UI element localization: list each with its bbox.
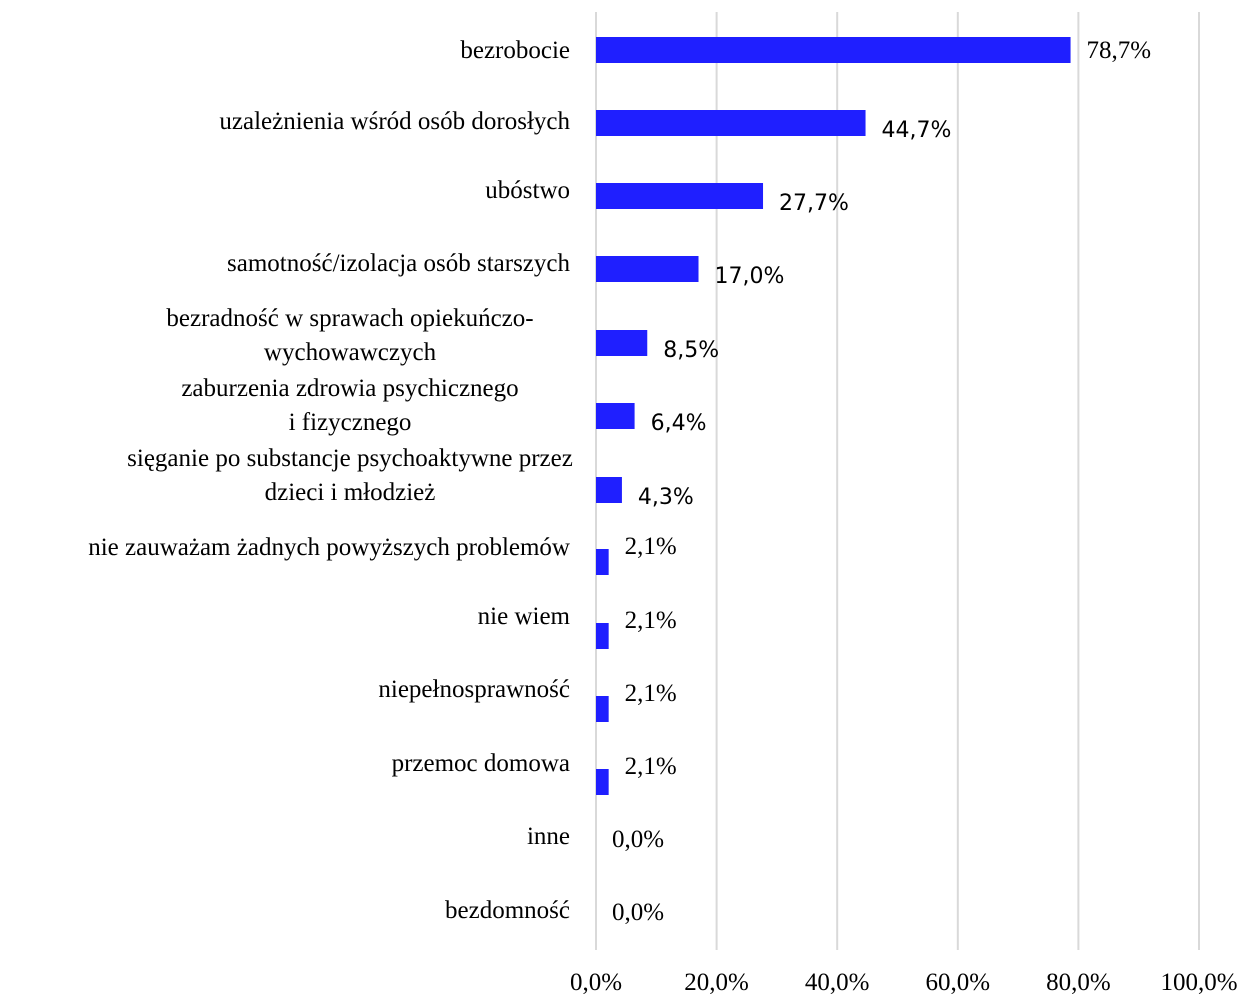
x-tick-label: 60,0% <box>926 969 991 996</box>
x-axis-tick-labels: 0,0% 20,0% 40,0% 60,0% 80,0% 100,0% <box>570 969 1238 996</box>
data-label: 44,7% <box>882 118 952 143</box>
bar <box>596 110 866 136</box>
data-label: 2,1% <box>625 533 677 560</box>
data-label: 17,0% <box>715 264 785 289</box>
category-label: sięganie po substancje psychoaktywne prz… <box>127 445 573 472</box>
data-label: 2,1% <box>625 680 677 707</box>
category-label: i fizycznego <box>289 409 412 436</box>
category-label: nie wiem <box>478 603 571 630</box>
bar <box>596 549 609 575</box>
category-label: wychowawczych <box>264 339 437 366</box>
data-label: 78,7% <box>1087 37 1152 64</box>
category-label: niepełnosprawność <box>378 676 570 703</box>
category-label: dzieci i młodzież <box>265 479 436 506</box>
category-labels: bezrobocie uzależnienia wśród osób dorosł… <box>88 37 573 924</box>
data-label: 8,5% <box>663 338 719 363</box>
category-label: ubóstwo <box>485 177 570 204</box>
x-tick-label: 80,0% <box>1046 969 1111 996</box>
data-label: 2,1% <box>625 607 677 634</box>
category-label: uzależnienia wśród osób dorosłych <box>219 108 570 135</box>
data-label: 0,0% <box>612 899 664 926</box>
data-label: 27,7% <box>779 191 849 216</box>
bar <box>596 403 635 429</box>
bar <box>596 769 609 795</box>
bar <box>596 183 764 209</box>
bar <box>596 623 609 649</box>
bar <box>596 477 622 503</box>
x-tick-label: 0,0% <box>570 969 622 996</box>
bar <box>596 330 648 356</box>
data-label: 4,3% <box>638 485 694 510</box>
data-labels: 78,7% 44,7% 27,7% 17,0% 8,5% 6,4% 4,3% 2,1% 2,1%… <box>612 37 1151 926</box>
bar <box>596 256 699 282</box>
bars <box>596 37 1071 795</box>
data-label: 0,0% <box>612 826 664 853</box>
category-label: nie zauważam żadnych powyższych problemó… <box>88 534 570 561</box>
category-label: bezradność w sprawach opiekuńczo- <box>166 305 533 332</box>
category-label: bezrobocie <box>460 37 570 64</box>
bar <box>596 696 609 722</box>
category-label: inne <box>527 823 570 850</box>
x-tick-label: 20,0% <box>684 969 749 996</box>
category-label: zaburzenia zdrowia psychicznego <box>181 375 518 402</box>
x-tick-label: 40,0% <box>805 969 870 996</box>
category-label: przemoc domowa <box>392 750 570 777</box>
data-label: 6,4% <box>651 411 707 436</box>
category-label: samotność/izolacja osób starszych <box>227 250 570 277</box>
x-tick-label: 100,0% <box>1160 969 1237 996</box>
data-label: 2,1% <box>625 753 677 780</box>
category-label: bezdomność <box>445 897 570 924</box>
gridlines <box>595 12 1200 950</box>
bar <box>596 37 1071 63</box>
